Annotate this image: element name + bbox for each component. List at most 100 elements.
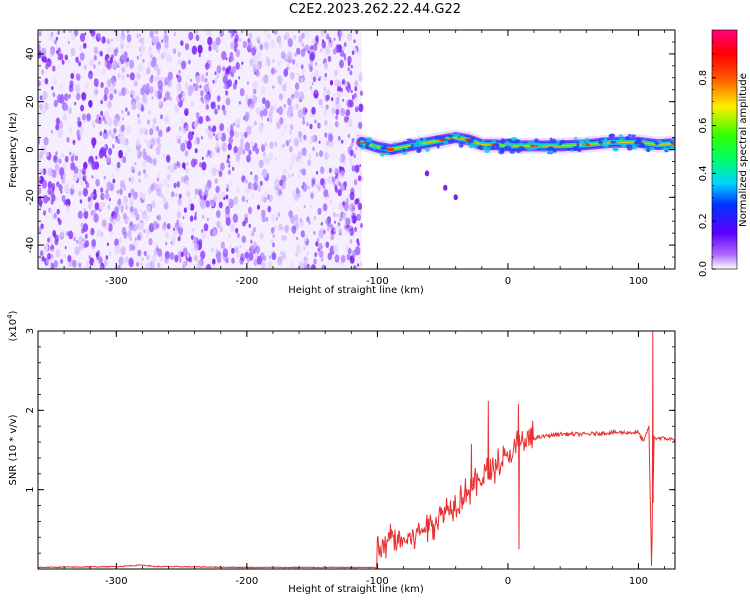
noise-blob: [222, 248, 228, 258]
noise-blob: [70, 155, 75, 163]
noise-blob: [105, 255, 109, 260]
noise-blob: [289, 130, 292, 135]
noise-blob: [67, 254, 72, 263]
noise-blob: [316, 38, 319, 43]
noise-blob: [166, 173, 171, 181]
noise-blob: [327, 252, 332, 261]
noise-blob: [312, 43, 318, 52]
noise-blob: [165, 52, 171, 62]
noise-blob: [114, 35, 118, 43]
trace-blob: [547, 146, 555, 152]
noise-blob: [77, 210, 83, 219]
noise-blob: [90, 210, 94, 216]
noise-blob: [261, 209, 266, 218]
noise-blob: [47, 253, 51, 260]
noise-blob: [90, 192, 94, 198]
noise-blob: [165, 232, 170, 239]
x-tick-label: -300: [105, 276, 128, 287]
noise-blob: [177, 138, 181, 144]
noise-blob: [282, 144, 285, 148]
y-tick-label: 1: [25, 486, 36, 492]
noise-blob: [301, 42, 305, 48]
noise-blob: [343, 161, 346, 166]
noise-blob: [140, 37, 145, 45]
noise-blob: [264, 41, 269, 50]
x-tick-label: 100: [629, 276, 648, 287]
noise-blob: [156, 188, 162, 197]
noise-blob: [244, 196, 247, 200]
noise-blob: [105, 155, 111, 164]
noise-blob: [313, 258, 317, 265]
trace-blob: [509, 149, 516, 154]
noise-blob: [114, 245, 121, 255]
noise-blob: [46, 58, 52, 68]
noise-blob: [344, 187, 347, 191]
noise-blob: [228, 198, 231, 203]
noise-blob: [153, 249, 158, 256]
noise-blob: [246, 81, 249, 85]
noise-blob: [95, 155, 98, 160]
noise-blob: [200, 250, 206, 260]
noise-blob: [214, 178, 218, 184]
trace-blob: [641, 139, 647, 143]
noise-blob: [293, 34, 297, 40]
noise-blob: [235, 227, 239, 234]
noise-blob: [38, 42, 41, 53]
noise-blob: [55, 117, 61, 126]
spectrogram-y-label: Frequency (Hz): [8, 112, 19, 188]
noise-blob: [324, 30, 328, 37]
noise-blob: [355, 30, 359, 35]
noise-blob: [240, 30, 244, 34]
noise-blob: [204, 78, 208, 83]
noise-blob: [101, 36, 106, 44]
noise-blob: [347, 133, 351, 138]
noise-blob: [163, 178, 168, 187]
trace-blob: [458, 139, 463, 142]
noise-blob: [313, 231, 316, 235]
noise-blob: [278, 190, 282, 195]
trace-blob: [570, 149, 574, 153]
noise-blob: [301, 185, 304, 189]
noise-blob: [274, 178, 280, 188]
noise-blob: [157, 142, 162, 149]
noise-blob: [164, 81, 167, 86]
noise-blob: [135, 139, 140, 146]
noise-blob: [82, 187, 88, 197]
noise-blob: [347, 118, 353, 128]
noise-blob: [177, 58, 182, 66]
noise-blob: [52, 65, 56, 72]
noise-blob: [256, 181, 259, 186]
noise-blob: [352, 265, 357, 269]
noise-blob: [250, 141, 254, 147]
noise-blob: [354, 86, 358, 92]
noise-blob: [349, 228, 355, 237]
noise-blob: [228, 80, 233, 86]
noise-blob: [79, 126, 84, 135]
noise-blob: [125, 256, 129, 263]
noise-blob: [113, 212, 118, 220]
noise-blob: [106, 46, 112, 55]
noise-blob: [287, 97, 292, 106]
noise-blob: [64, 93, 69, 102]
noise-blob: [253, 88, 257, 95]
noise-blob: [93, 124, 95, 128]
outlier-point: [443, 184, 448, 191]
noise-blob: [329, 199, 333, 205]
noise-blob: [149, 128, 154, 136]
noise-blob: [211, 41, 218, 51]
y-tick-label: 2: [25, 407, 36, 413]
noise-blob: [244, 251, 249, 259]
noise-blob: [301, 32, 305, 39]
noise-blob: [156, 215, 159, 220]
noise-blob: [113, 88, 117, 95]
noise-blob: [323, 108, 328, 116]
noise-blob: [330, 229, 334, 235]
noise-blob: [136, 150, 140, 157]
noise-blob: [286, 109, 292, 118]
noise-blob: [189, 215, 194, 222]
trace-blob: [625, 135, 630, 141]
trace-blob: [499, 148, 505, 153]
noise-blob: [253, 258, 258, 266]
noise-blob: [158, 182, 163, 190]
noise-blob: [216, 95, 221, 102]
